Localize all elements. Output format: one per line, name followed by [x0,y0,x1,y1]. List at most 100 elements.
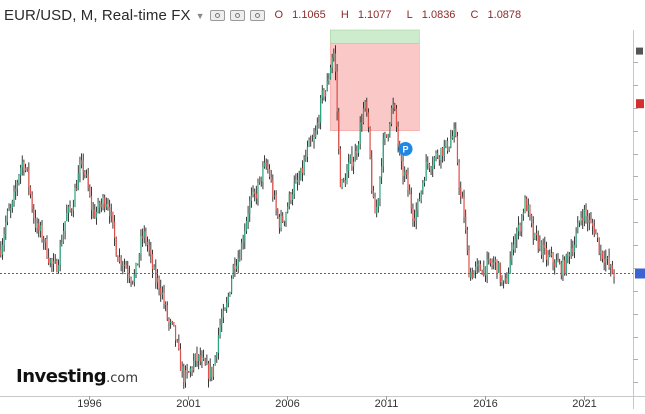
candle-up [486,259,488,276]
chevron-down-icon[interactable]: ▼ [195,11,205,21]
candle-down [563,260,566,274]
candle-down [150,249,152,255]
candle-up [389,123,391,135]
low-label: L [406,9,413,21]
candle-up [221,317,223,325]
candle-down [178,340,180,349]
candle-up [20,167,22,176]
candle-up [118,256,121,262]
candle-up [97,202,99,212]
candle-down [171,321,173,323]
candle-up [273,195,276,197]
candle-down [460,187,462,197]
candle-up [49,259,51,264]
candle-up [1,244,4,255]
candle-up [476,264,478,267]
candle-up [295,179,297,183]
logo-main-text: Investing [16,366,107,387]
candle-up [138,253,140,266]
candle-down [104,197,106,208]
candle-down [51,259,53,264]
candle-up [493,262,495,265]
candle-down [603,258,605,263]
candle-up [502,280,505,282]
candle-up [240,242,243,260]
candle-up [189,368,191,373]
candle-up [357,143,360,154]
candle-up [52,261,55,264]
candle-down [43,239,45,243]
candle-up [445,140,447,147]
candle-up [85,174,88,176]
symbol-title[interactable]: EUR/USD, M, Real-time FX [4,6,191,24]
candle-up [16,182,18,189]
candle-up [450,138,452,147]
candle-down [278,216,281,228]
x-tick-label: 2001 [176,398,200,409]
candle-up [303,160,305,174]
candle-up [577,222,579,234]
candle-up [247,213,249,222]
candle-up [448,146,450,151]
candle-up [562,260,564,276]
eye-icon[interactable] [209,9,225,21]
buy-zone [330,29,420,45]
candle-up [62,231,65,243]
candle-down [82,160,84,173]
candle-down [128,274,131,279]
candle-up [440,147,442,161]
candle-down [69,206,71,211]
candle-up [3,234,5,245]
settings-icon[interactable] [229,9,245,21]
candle-down [137,263,139,266]
candle-up [24,167,27,171]
candle-down [585,209,587,216]
candle-down [489,259,492,264]
candle-up [122,265,124,267]
candle-up [382,138,384,167]
candle-down [33,208,35,219]
candle-up [451,135,454,139]
candle-down [560,262,562,276]
candle-up [415,210,417,221]
candle-up [392,104,394,108]
candle-down [582,217,584,221]
candle-up [550,253,553,256]
candle-up [420,191,422,201]
candle-up [308,140,310,147]
candle-down [372,190,374,198]
candle-down [26,167,28,169]
candle-up [341,179,343,188]
candle-down [301,168,304,174]
candle-down [456,135,459,163]
logo-sub-text: .com [106,371,139,386]
candle-up [21,162,23,168]
candle-up [504,278,506,281]
candle-up [257,182,259,199]
candle-down [158,277,160,289]
candle-down [99,202,101,208]
candle-down [202,357,205,360]
candle-up [384,134,386,139]
candle-up [226,302,228,309]
candle-up [570,248,572,257]
candle-up [539,241,541,249]
candle-up [237,258,239,267]
candle-down [344,180,346,185]
candle-up [209,367,211,379]
close-icon[interactable] [249,9,265,21]
candle-up [425,161,427,181]
candle-down [554,262,556,267]
candle-up [542,244,544,255]
candle-down [207,363,210,379]
candle-up [8,209,10,211]
candle-up [6,210,9,222]
candle-down [512,244,515,250]
candle-up [244,231,246,242]
candle-up [333,53,335,58]
candle-up [80,160,83,165]
candle-down [277,209,279,217]
candle-up [206,363,208,365]
